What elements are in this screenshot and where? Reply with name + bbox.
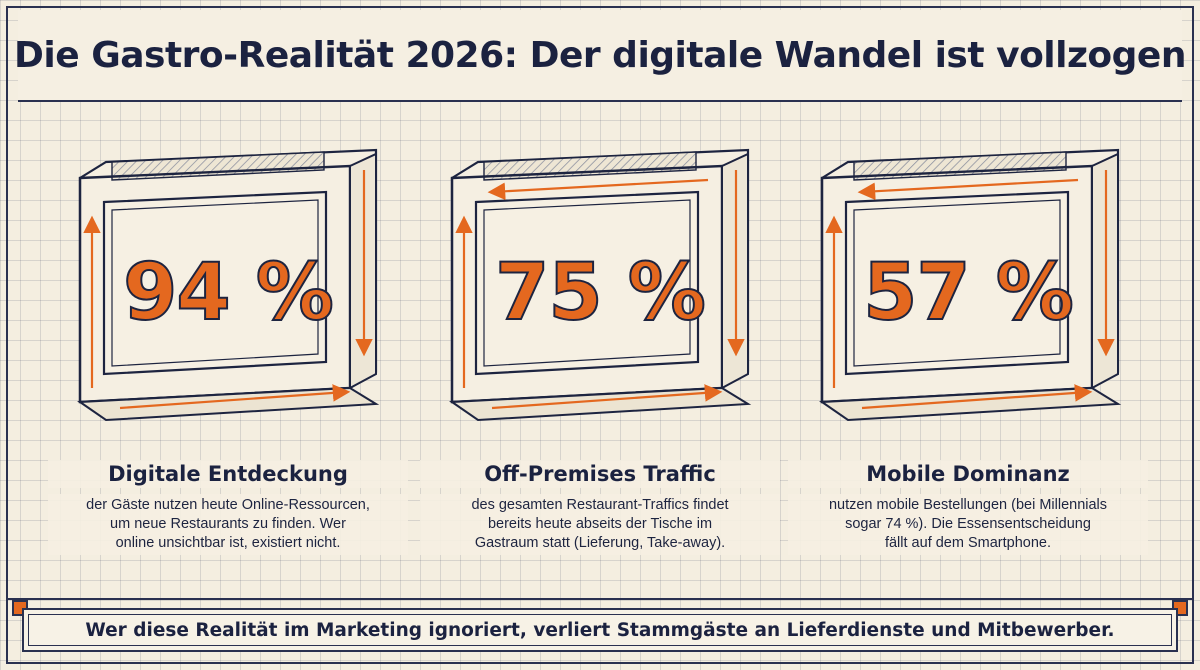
caption-line: bereits heute abseits der Tische im [487, 516, 713, 532]
stat-value-off-premises: 75 % [494, 247, 707, 339]
box-inner-bevel [111, 199, 319, 367]
caption-line: der Gäste nutzen heute Online-Ressourcen… [86, 497, 370, 513]
guide-arrow [857, 178, 1079, 201]
stat-value-mobile: 57 % [862, 247, 1075, 339]
footer-text: Wer diese Realität im Marketing ignorier… [85, 619, 1115, 641]
caption-body: der Gäste nutzen heute Online-Ressourcen… [48, 494, 408, 555]
caption-off-premises: Off-Premises Traffic des gesamten Restau… [420, 460, 780, 555]
caption-line: online unsichtbar ist, existiert nicht. [115, 535, 341, 551]
footer-rail [8, 598, 1192, 660]
caption-line: Gastraum statt (Lieferung, Take-away). [474, 535, 726, 551]
guide-arrow [119, 384, 351, 410]
guide-arrow [491, 384, 723, 410]
caption-line: sogar 74 %). Die Essensentscheidung [845, 516, 1091, 532]
caption-digital-discovery: Digitale Entdeckung der Gäste nutzen heu… [48, 460, 408, 555]
page-title: Die Gastro-Realität 2026: Der digitale W… [14, 34, 1186, 76]
caption-line: des gesamten Restaurant-Traffics findet [471, 497, 729, 513]
caption-line: nutzen mobile Bestellungen (bei Millenni… [828, 497, 1108, 513]
box-hatch [111, 151, 325, 181]
box-off-premises [449, 148, 752, 422]
caption-body: des gesamten Restaurant-Traffics findet … [420, 494, 780, 555]
caption-heading: Digitale Entdeckung [48, 460, 408, 488]
box-inner-panel [844, 190, 1070, 376]
caption-line: um neue Restaurants zu finden. Wer [110, 516, 346, 532]
box-digital-discovery [77, 148, 380, 422]
box-inner-bevel [483, 199, 691, 367]
box-inner-bevel [853, 199, 1061, 367]
box-inner-panel [102, 190, 328, 376]
box-hatch [853, 151, 1067, 181]
guide-arrow [861, 384, 1093, 410]
stat-value-digital-discovery: 94 % [122, 247, 335, 339]
box-hatch [483, 151, 697, 181]
caption-heading: Mobile Dominanz [788, 460, 1148, 488]
caption-body: nutzen mobile Bestellungen (bei Millenni… [788, 494, 1148, 555]
title-band: Die Gastro-Realität 2026: Der digitale W… [14, 10, 1186, 102]
box-mobile [819, 148, 1122, 422]
outer-frame [6, 6, 1194, 664]
guide-arrow [487, 178, 709, 201]
footer-banner: Wer diese Realität im Marketing ignorier… [22, 608, 1178, 652]
caption-line: fällt auf dem Smartphone. [884, 535, 1052, 551]
caption-heading: Off-Premises Traffic [420, 460, 780, 488]
caption-mobile: Mobile Dominanz nutzen mobile Bestellung… [788, 460, 1148, 555]
box-inner-panel [474, 190, 700, 376]
